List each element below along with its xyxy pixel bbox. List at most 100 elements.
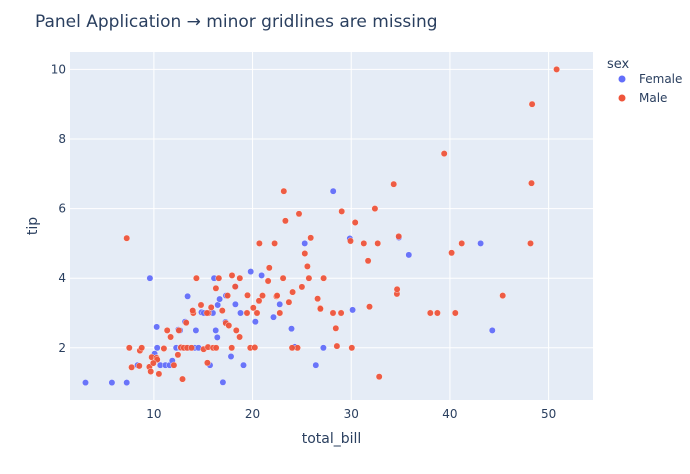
data-point-male[interactable]: [527, 239, 534, 247]
data-point-male[interactable]: [553, 66, 560, 73]
data-point-male[interactable]: [253, 309, 261, 317]
data-point-male[interactable]: [228, 271, 236, 279]
data-point-male[interactable]: [207, 303, 215, 311]
data-point-male[interactable]: [295, 210, 303, 218]
data-point-female[interactable]: [488, 326, 496, 334]
data-point-female[interactable]: [212, 326, 220, 334]
data-point-male[interactable]: [147, 368, 155, 375]
data-point-male[interactable]: [188, 344, 195, 352]
data-point-female[interactable]: [319, 344, 327, 352]
data-point-male[interactable]: [440, 150, 448, 158]
data-point-male[interactable]: [338, 207, 346, 215]
data-point-male[interactable]: [273, 292, 281, 299]
data-point-female[interactable]: [258, 271, 265, 279]
data-point-male[interactable]: [265, 264, 273, 272]
data-point-female[interactable]: [216, 295, 224, 303]
data-point-male[interactable]: [203, 359, 211, 367]
data-point-female[interactable]: [231, 300, 239, 308]
data-point-male[interactable]: [314, 295, 321, 303]
data-point-male[interactable]: [189, 307, 197, 314]
data-point-female[interactable]: [108, 379, 116, 386]
data-point-male[interactable]: [170, 361, 178, 369]
legend-item-female[interactable]: Female: [618, 72, 683, 86]
data-point-male[interactable]: [259, 292, 266, 299]
data-point-male[interactable]: [289, 288, 296, 296]
data-point-male[interactable]: [255, 297, 263, 305]
data-point-female[interactable]: [329, 187, 337, 195]
data-point-male[interactable]: [316, 305, 324, 313]
data-point-female[interactable]: [276, 300, 284, 308]
data-point-female[interactable]: [301, 239, 309, 247]
data-point-male[interactable]: [390, 180, 398, 188]
data-point-male[interactable]: [228, 344, 236, 352]
data-point-male[interactable]: [192, 274, 200, 282]
data-point-male[interactable]: [360, 239, 368, 247]
data-point-male[interactable]: [351, 219, 359, 226]
data-point-male[interactable]: [244, 291, 251, 299]
data-point-male[interactable]: [448, 249, 455, 257]
data-point-female[interactable]: [192, 326, 200, 334]
data-point-male[interactable]: [305, 274, 313, 282]
data-point-male[interactable]: [149, 359, 157, 367]
data-point-male[interactable]: [243, 309, 251, 317]
data-point-male[interactable]: [528, 179, 535, 187]
data-point-male[interactable]: [215, 274, 223, 282]
data-point-male[interactable]: [364, 257, 372, 265]
data-point-male[interactable]: [197, 301, 205, 309]
data-point-female[interactable]: [349, 306, 356, 314]
data-point-male[interactable]: [307, 234, 315, 242]
data-point-male[interactable]: [280, 187, 288, 195]
data-point-male[interactable]: [348, 344, 356, 352]
data-point-male[interactable]: [371, 205, 379, 213]
data-point-female[interactable]: [82, 379, 89, 386]
data-point-male[interactable]: [337, 309, 345, 317]
data-point-male[interactable]: [174, 351, 182, 359]
data-point-male[interactable]: [375, 373, 383, 381]
data-point-male[interactable]: [332, 324, 340, 332]
data-point-female[interactable]: [123, 379, 131, 386]
data-point-female[interactable]: [270, 313, 277, 321]
data-point-male[interactable]: [167, 333, 175, 341]
data-point-male[interactable]: [182, 319, 190, 327]
data-point-male[interactable]: [125, 344, 133, 352]
data-point-male[interactable]: [155, 370, 163, 378]
data-point-male[interactable]: [347, 237, 354, 245]
data-point-female[interactable]: [405, 251, 413, 259]
data-point-female[interactable]: [227, 353, 235, 360]
data-point-female[interactable]: [251, 318, 259, 326]
data-point-female[interactable]: [214, 301, 222, 309]
data-point-male[interactable]: [255, 239, 263, 247]
data-point-male[interactable]: [458, 239, 466, 247]
data-point-male[interactable]: [329, 309, 337, 317]
data-point-male[interactable]: [301, 250, 309, 257]
data-point-female[interactable]: [153, 344, 161, 352]
data-point-female[interactable]: [184, 292, 192, 300]
data-point-male[interactable]: [138, 344, 146, 352]
data-point-male[interactable]: [163, 326, 171, 334]
data-point-female[interactable]: [312, 361, 320, 369]
data-point-male[interactable]: [160, 345, 168, 352]
data-point-female[interactable]: [213, 333, 221, 341]
data-point-male[interactable]: [393, 285, 401, 293]
data-point-female[interactable]: [477, 239, 484, 247]
plot-area[interactable]: [70, 52, 593, 400]
data-point-male[interactable]: [285, 298, 293, 306]
data-point-male[interactable]: [276, 309, 284, 317]
data-point-male[interactable]: [249, 304, 257, 312]
data-point-male[interactable]: [298, 283, 306, 291]
data-point-male[interactable]: [236, 333, 244, 341]
data-point-male[interactable]: [225, 322, 233, 329]
data-point-male[interactable]: [128, 363, 136, 371]
data-point-female[interactable]: [153, 323, 161, 331]
data-point-female[interactable]: [237, 309, 244, 317]
data-point-male[interactable]: [123, 234, 131, 242]
data-point-male[interactable]: [236, 274, 244, 282]
data-point-male[interactable]: [451, 309, 459, 317]
data-point-male[interactable]: [528, 100, 536, 108]
data-point-male[interactable]: [499, 292, 507, 299]
data-point-male[interactable]: [303, 262, 311, 270]
data-point-female[interactable]: [146, 274, 154, 282]
data-point-male[interactable]: [264, 277, 272, 285]
data-point-male[interactable]: [212, 344, 220, 352]
data-point-male[interactable]: [366, 303, 373, 311]
